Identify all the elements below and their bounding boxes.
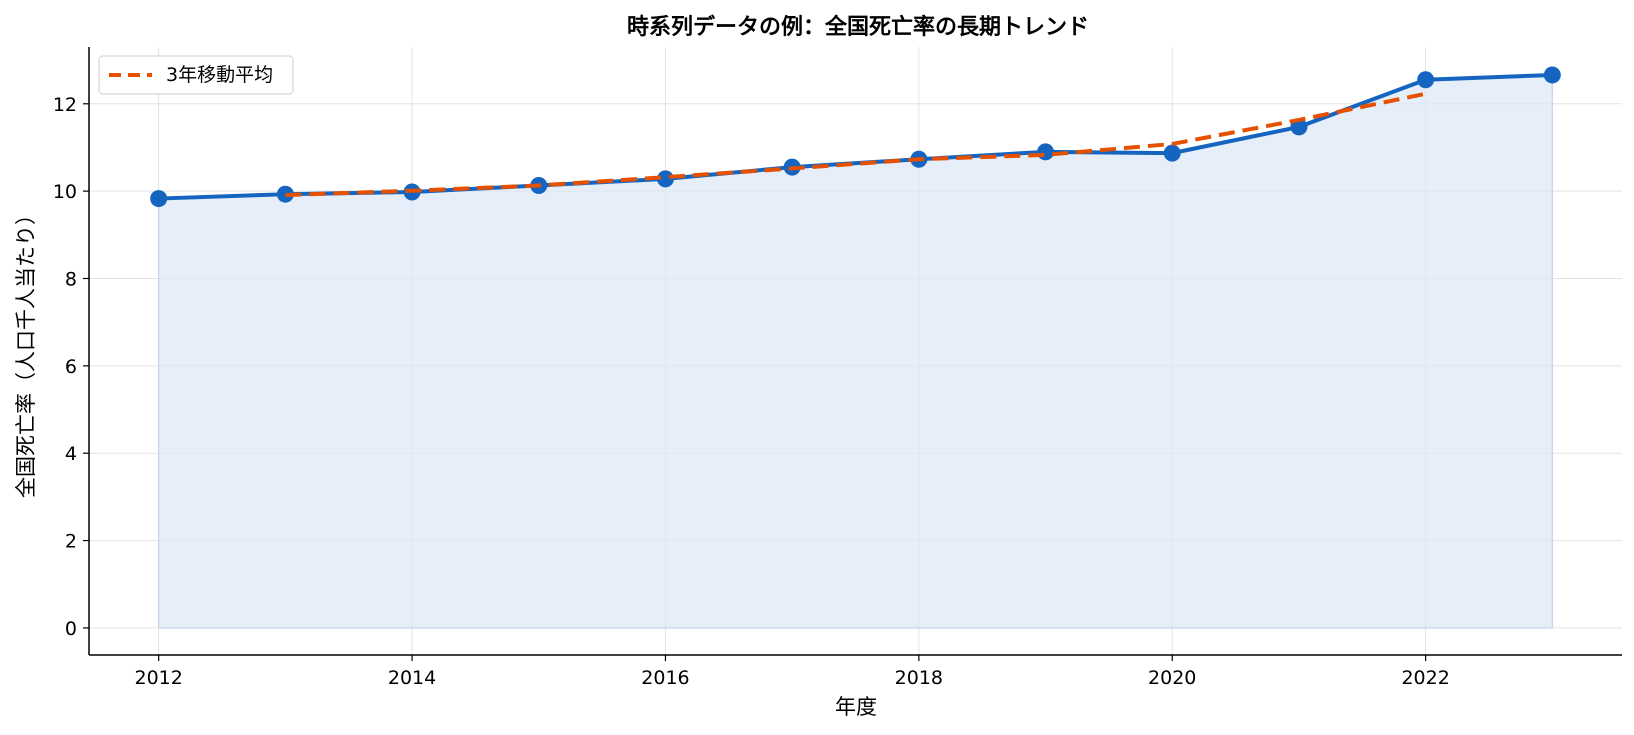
area-layer — [157, 74, 1554, 629]
legend-label-moving-average: 3年移動平均 — [166, 64, 273, 86]
series-layer — [150, 66, 1561, 208]
data-point — [150, 190, 168, 208]
chart-title: 時系列データの例：全国死亡率の長期トレンド — [627, 14, 1089, 40]
x-tick-label: 2018 — [895, 667, 943, 689]
x-tick-label: 2020 — [1148, 667, 1196, 689]
data-point — [1037, 143, 1055, 161]
data-point — [1163, 144, 1181, 162]
x-tick-label: 2016 — [641, 667, 689, 689]
y-tick-label: 6 — [65, 356, 77, 378]
y-tick-label: 2 — [65, 531, 77, 553]
data-point — [1417, 71, 1435, 89]
x-ticks: 2012 2014 2016 2018 2020 2022 — [135, 655, 1450, 689]
x-tick-label: 2012 — [135, 667, 183, 689]
y-tick-label: 10 — [53, 181, 77, 203]
legend: 3年移動平均 — [98, 55, 294, 95]
y-tick-label: 4 — [65, 443, 77, 465]
y-tick-label: 8 — [65, 268, 77, 290]
x-tick-label: 2022 — [1401, 667, 1449, 689]
axes — [88, 47, 1622, 656]
y-ticks: 0 2 4 6 8 10 12 — [53, 94, 89, 640]
y-tick-label: 12 — [53, 94, 77, 116]
data-point — [656, 170, 674, 188]
y-axis-label: 全国死亡率（人口千人当たり） — [14, 204, 38, 498]
x-axis-label: 年度 — [835, 695, 877, 719]
y-tick-label: 0 — [65, 618, 77, 640]
series-area-fill — [158, 74, 1553, 628]
x-tick-label: 2014 — [388, 667, 436, 689]
legend-box — [98, 55, 294, 95]
data-point — [1543, 66, 1561, 84]
